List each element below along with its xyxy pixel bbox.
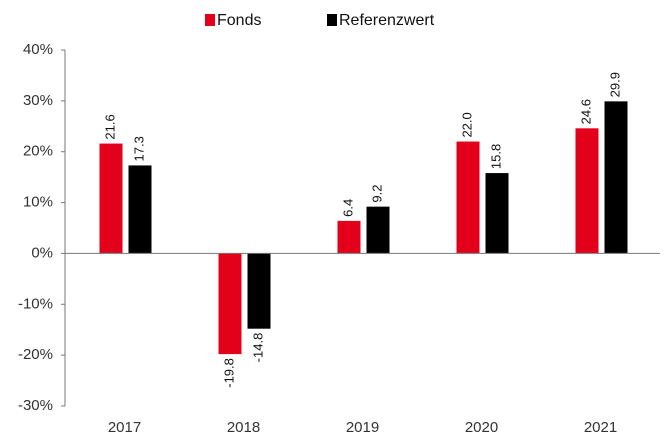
x-tick-label: 2017: [108, 419, 141, 436]
bar: [128, 165, 152, 254]
value-label: 24.6: [578, 99, 593, 124]
bar: [604, 101, 628, 254]
y-tick-label: 30%: [23, 92, 53, 109]
value-label: 22.0: [459, 112, 474, 137]
x-tick-label: 2019: [346, 419, 379, 436]
bar: [218, 253, 242, 355]
legend-label: Referenzwert: [339, 12, 435, 29]
bar: [99, 143, 123, 254]
y-tick-label: -10%: [18, 295, 53, 312]
bar: [456, 141, 480, 254]
y-tick-label: 0%: [31, 244, 53, 261]
x-tick-label: 2020: [465, 419, 498, 436]
bar: [575, 128, 599, 254]
legend-label: Fonds: [217, 12, 261, 29]
value-label: 15.8: [488, 144, 503, 169]
y-tick-label: 10%: [23, 194, 53, 211]
y-tick-label: -30%: [18, 397, 53, 414]
x-tick-label: 2021: [584, 419, 617, 436]
value-label: 29.9: [607, 72, 622, 97]
value-label: 17.3: [131, 136, 146, 161]
bar: [337, 220, 361, 254]
y-tick-label: 20%: [23, 143, 53, 160]
y-tick-label: 40%: [23, 41, 53, 58]
value-label: 6.4: [340, 199, 355, 217]
y-tick-label: -20%: [18, 346, 53, 363]
legend-swatch: [205, 14, 215, 26]
bar: [366, 206, 390, 254]
value-label: 9.2: [369, 185, 384, 203]
bar: [485, 173, 509, 254]
value-label: 21.6: [102, 114, 117, 139]
value-label: -14.8: [250, 333, 265, 363]
x-tick-label: 2018: [227, 419, 260, 436]
bar: [247, 253, 271, 329]
legend-swatch: [327, 14, 337, 26]
value-label: -19.8: [221, 358, 236, 388]
